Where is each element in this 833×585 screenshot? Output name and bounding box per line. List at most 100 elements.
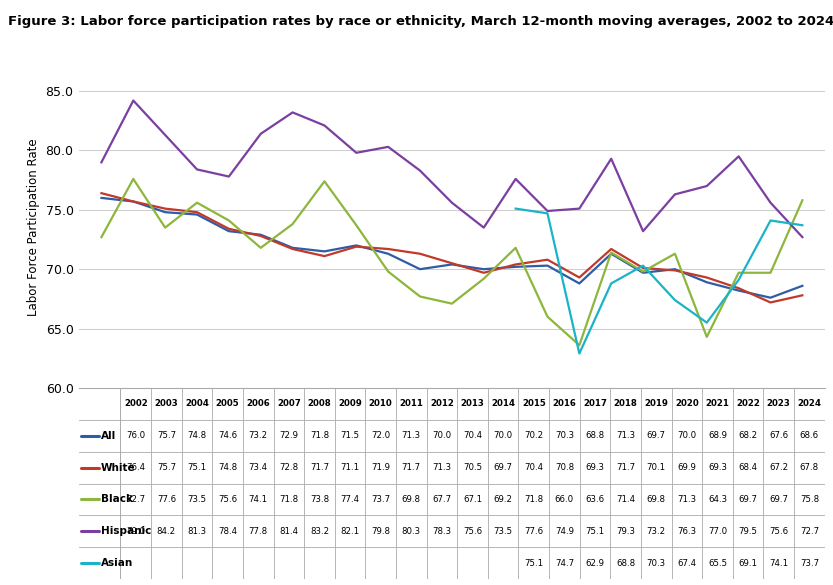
Text: 71.7: 71.7 [310, 463, 329, 472]
Text: 69.2: 69.2 [494, 495, 512, 504]
Text: 71.4: 71.4 [616, 495, 636, 504]
Text: 72.0: 72.0 [372, 431, 391, 441]
Text: 68.8: 68.8 [616, 559, 636, 567]
Text: 67.6: 67.6 [769, 431, 788, 441]
Text: 74.9: 74.9 [555, 527, 574, 536]
Text: 73.7: 73.7 [372, 495, 391, 504]
Text: 64.3: 64.3 [708, 495, 727, 504]
Text: 79.8: 79.8 [372, 527, 390, 536]
Text: 71.1: 71.1 [341, 463, 360, 472]
Text: 74.8: 74.8 [218, 463, 237, 472]
Text: 2024: 2024 [797, 400, 821, 408]
Text: 69.7: 69.7 [769, 495, 788, 504]
Text: 2006: 2006 [247, 400, 270, 408]
Text: 65.5: 65.5 [708, 559, 727, 567]
Text: 62.9: 62.9 [586, 559, 605, 567]
Text: 2022: 2022 [736, 400, 760, 408]
Text: 71.7: 71.7 [402, 463, 421, 472]
Text: 70.1: 70.1 [646, 463, 666, 472]
Text: 78.3: 78.3 [432, 527, 451, 536]
Text: 77.6: 77.6 [524, 527, 543, 536]
Text: 70.4: 70.4 [463, 431, 482, 441]
Text: 63.6: 63.6 [586, 495, 605, 504]
Text: 77.0: 77.0 [708, 527, 727, 536]
Text: Hispanic: Hispanic [101, 526, 152, 536]
Text: 69.3: 69.3 [586, 463, 605, 472]
Text: 73.2: 73.2 [646, 527, 666, 536]
Text: 77.8: 77.8 [249, 527, 268, 536]
Text: 70.5: 70.5 [463, 463, 482, 472]
Text: 72.7: 72.7 [800, 527, 819, 536]
Text: 72.7: 72.7 [127, 495, 145, 504]
Text: 68.4: 68.4 [739, 463, 758, 472]
Text: 73.7: 73.7 [800, 559, 819, 567]
Text: 83.2: 83.2 [310, 527, 329, 536]
Text: 2014: 2014 [491, 400, 515, 408]
Text: 69.8: 69.8 [646, 495, 666, 504]
Text: 74.6: 74.6 [218, 431, 237, 441]
Text: 71.8: 71.8 [524, 495, 543, 504]
Text: 2004: 2004 [185, 400, 209, 408]
Text: 70.0: 70.0 [432, 431, 451, 441]
Text: 2007: 2007 [277, 400, 301, 408]
Text: 72.8: 72.8 [279, 463, 298, 472]
Y-axis label: Labor Force Participation Rate: Labor Force Participation Rate [27, 139, 40, 316]
Text: 69.7: 69.7 [739, 495, 758, 504]
Text: 70.2: 70.2 [524, 431, 543, 441]
Text: 2010: 2010 [369, 400, 392, 408]
Text: 71.7: 71.7 [616, 463, 636, 472]
Text: 79.3: 79.3 [616, 527, 635, 536]
Text: 69.7: 69.7 [494, 463, 512, 472]
Text: 71.3: 71.3 [616, 431, 636, 441]
Text: 71.5: 71.5 [341, 431, 360, 441]
Text: 69.8: 69.8 [402, 495, 421, 504]
Text: 76.0: 76.0 [127, 431, 145, 441]
Text: 74.1: 74.1 [249, 495, 268, 504]
Text: 71.3: 71.3 [677, 495, 696, 504]
Text: 2008: 2008 [307, 400, 332, 408]
Text: 73.2: 73.2 [249, 431, 268, 441]
Text: 73.5: 73.5 [187, 495, 207, 504]
Text: 70.4: 70.4 [524, 463, 543, 472]
Text: 2020: 2020 [675, 400, 699, 408]
Text: 69.9: 69.9 [677, 463, 696, 472]
Text: 2017: 2017 [583, 400, 607, 408]
Text: Asian: Asian [101, 558, 133, 568]
Text: 71.3: 71.3 [402, 431, 421, 441]
Text: 2015: 2015 [522, 400, 546, 408]
Text: 75.6: 75.6 [218, 495, 237, 504]
Text: 74.1: 74.1 [769, 559, 788, 567]
Text: 73.8: 73.8 [310, 495, 329, 504]
Text: 67.1: 67.1 [463, 495, 482, 504]
Text: 2016: 2016 [552, 400, 576, 408]
Text: 75.1: 75.1 [187, 463, 207, 472]
Text: 71.9: 71.9 [372, 463, 390, 472]
Text: 77.6: 77.6 [157, 495, 176, 504]
Text: White: White [101, 463, 136, 473]
Text: 76.3: 76.3 [677, 527, 696, 536]
Text: 2013: 2013 [461, 400, 485, 408]
Text: 68.8: 68.8 [586, 431, 605, 441]
Text: 70.3: 70.3 [646, 559, 666, 567]
Text: 78.4: 78.4 [218, 527, 237, 536]
Text: 79.5: 79.5 [739, 527, 758, 536]
Text: 79.0: 79.0 [127, 527, 145, 536]
Text: 2021: 2021 [706, 400, 730, 408]
Text: 68.6: 68.6 [800, 431, 819, 441]
Text: 82.1: 82.1 [341, 527, 360, 536]
Text: 74.7: 74.7 [555, 559, 574, 567]
Text: 70.3: 70.3 [555, 431, 574, 441]
Text: 70.0: 70.0 [494, 431, 513, 441]
Text: 2018: 2018 [614, 400, 637, 408]
Text: 2012: 2012 [430, 400, 454, 408]
Text: 73.4: 73.4 [249, 463, 268, 472]
Text: 2009: 2009 [338, 400, 362, 408]
Text: 67.8: 67.8 [800, 463, 819, 472]
Text: 71.8: 71.8 [310, 431, 329, 441]
Text: 80.3: 80.3 [402, 527, 421, 536]
Text: 75.7: 75.7 [157, 431, 176, 441]
Text: 2019: 2019 [645, 400, 668, 408]
Text: 69.3: 69.3 [708, 463, 727, 472]
Text: 67.2: 67.2 [769, 463, 788, 472]
Text: 75.6: 75.6 [463, 527, 482, 536]
